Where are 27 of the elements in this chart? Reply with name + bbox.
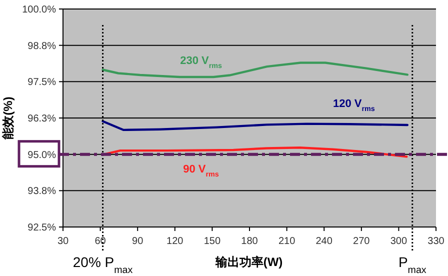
- ref-line-label: P$_{max}$: [398, 254, 426, 276]
- y-tick-label: 96.3%: [28, 114, 56, 124]
- x-tick-label: 30: [57, 236, 69, 247]
- line-series: [102, 120, 408, 132]
- ref-line-label: 20% P$_{max}$: [72, 254, 133, 276]
- x-tick-label: 210: [278, 236, 296, 247]
- x-tick-label: 330: [428, 236, 445, 247]
- series-label: 120 V$_{rms}$: [333, 98, 375, 114]
- x-axis-title: 输出功率(W): [214, 255, 283, 269]
- y-axis-title: 能效(%): [1, 96, 15, 140]
- y-tick-label: 95.0%: [28, 150, 56, 161]
- x-tick-label: 60: [94, 236, 106, 247]
- y-tick-label: 93.8%: [28, 186, 56, 198]
- y-tick-label: 92.5%: [28, 222, 56, 234]
- series-label: 90 V$_{rms}$: [183, 163, 219, 178]
- series-label: 230 V$_{rms}$: [180, 55, 222, 70]
- x-tick-label: 90: [132, 236, 144, 247]
- line-series: [103, 146, 408, 158]
- x-tick-label: 120: [166, 236, 184, 247]
- x-tick-label: 300: [390, 236, 408, 247]
- x-tick-label: 180: [241, 236, 258, 247]
- y-tick-label: 100.0%: [22, 4, 56, 16]
- x-tick-label: 150: [204, 236, 221, 247]
- y-tick-label: 97.5%: [28, 77, 56, 88]
- y-tick-label: 98.8%: [28, 40, 56, 52]
- x-tick-label: 270: [353, 236, 370, 247]
- x-tick-label: 240: [316, 236, 333, 247]
